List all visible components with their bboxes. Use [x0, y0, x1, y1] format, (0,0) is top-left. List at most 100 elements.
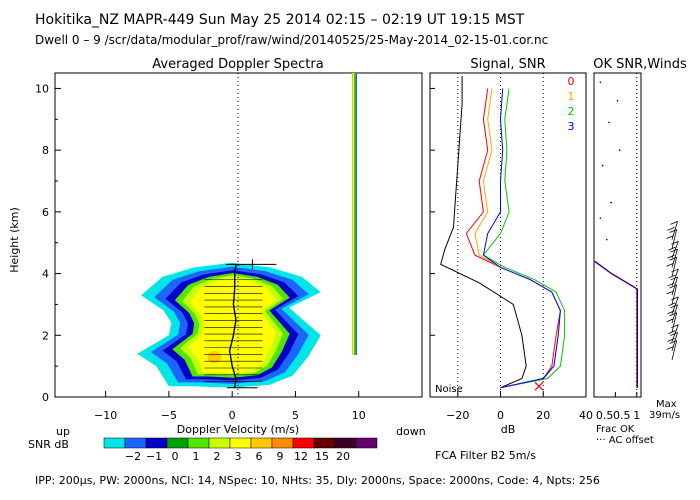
colorbar-swatch: [187, 437, 210, 449]
colorbar-tick-label: 0: [172, 450, 179, 463]
db-tick-label: 0: [497, 409, 504, 422]
colorbar-tick-label: 2: [214, 450, 221, 463]
ok-snr-winds-title: OK SNR,Winds: [593, 57, 687, 72]
colorbar-label: SNR dB: [28, 438, 69, 451]
spectra-panel: 0 2 4 6 8 10 −10 −5 0 5 10: [35, 72, 423, 422]
frac-ok-label: Frac OK: [596, 424, 635, 435]
velocity-tick-label: 5: [292, 409, 299, 422]
snr-series-2: [482, 88, 566, 389]
db-tick-label: −20: [446, 409, 469, 422]
spectra-limit-bar: [352, 73, 357, 355]
height-axis-label: Height (km): [8, 207, 21, 273]
snr-colorbar: −2 −1 0 1 2 3 6 9 12 15 20: [103, 437, 378, 463]
colorbar-swatch: [229, 437, 252, 449]
footer-params: IPP: 200µs, PW: 2000ns, NCI: 14, NSpec: …: [35, 474, 600, 487]
colorbar-swatch: [166, 437, 189, 449]
velocity-tick-label: −5: [161, 409, 177, 422]
ac-offset-label: ··· AC offset: [596, 435, 654, 446]
wind-barb: [666, 284, 678, 305]
frac-tick-label: 0.5: [596, 409, 614, 422]
signal-snr-title: Signal, SNR: [470, 57, 545, 72]
snr-series-Signal: [440, 76, 527, 389]
height-tick-label: 2: [42, 329, 49, 342]
colorbar-swatch: [208, 437, 231, 449]
db-axis-label: dB: [501, 423, 516, 436]
spectra-title: Averaged Doppler Spectra: [152, 57, 323, 72]
colorbar-swatch: [145, 437, 168, 449]
height-tick-label: 0: [42, 391, 49, 404]
colorbar-tick-label: 9: [277, 450, 284, 463]
wind-barb: [666, 256, 678, 277]
colorbar-swatch: [124, 437, 147, 449]
snr-noise-marker: [534, 381, 544, 391]
spectra-contours: [137, 262, 321, 388]
frac-ok-panel: 0.5 0.5 1: [593, 72, 642, 422]
colorbar-swatch: [355, 437, 378, 449]
spectra-limit-bar-yellow: [352, 73, 354, 355]
wind-barb: [667, 332, 678, 351]
frac-axes-frame: [593, 72, 642, 398]
down-label: down: [396, 425, 426, 438]
wind-barb: [667, 248, 678, 268]
wind-barb: [667, 304, 678, 324]
height-tick-label: 10: [35, 82, 49, 95]
colorbar-tick-label: −1: [146, 450, 162, 463]
colorbar-tick-label: 6: [256, 450, 263, 463]
snr-legend-entry: 3: [568, 120, 575, 133]
ac-offset-dot: [618, 149, 621, 151]
height-tick-label: 6: [42, 206, 49, 219]
colorbar-swatch: [103, 437, 126, 449]
frac-ok-winds-line: [594, 260, 639, 388]
ac-offset-dot: [608, 121, 610, 124]
colorbar-swatch: [250, 437, 273, 449]
colorbar-swatch: [292, 437, 315, 449]
db-tick-label: 20: [536, 409, 550, 422]
snr-series-3: [482, 88, 561, 389]
snr-legend-entry: 0: [568, 75, 575, 88]
velocity-tick-label: 10: [352, 409, 366, 422]
colorbar-tick-label: −2: [125, 450, 141, 463]
height-tick-label: 4: [42, 268, 49, 281]
wind-barb: [666, 312, 678, 333]
fca-filter-label: FCA Filter B2 5m/s: [435, 449, 536, 462]
wind-barb: [667, 276, 678, 296]
colorbar-tick-label: 15: [315, 450, 329, 463]
ac-offset-dot: [610, 201, 612, 204]
velocity-axis-label: Doppler Velocity (m/s): [177, 423, 299, 436]
spectra-contour-level-5: [187, 277, 276, 374]
wind-barb: [667, 221, 678, 240]
velocity-tick-label: 0: [229, 409, 236, 422]
signal-snr-panel: −20 0 20 40 0 1 2 3: [429, 72, 593, 422]
colorbar-tick-label: 3: [235, 450, 242, 463]
db-tick-label: 40: [579, 409, 593, 422]
wind-barb: [666, 340, 678, 361]
ac-offset-dot: [599, 217, 602, 219]
colorbar-swatch: [271, 437, 294, 449]
frac-tick-label: 0.5: [613, 409, 631, 422]
ac-offset-dot: [616, 99, 619, 102]
snr-legend-entry: 1: [568, 90, 575, 103]
colorbar-tick-label: 20: [336, 450, 350, 463]
wind-barbs: [666, 221, 679, 361]
snr-legend-entry: 2: [568, 105, 575, 118]
colorbar-tick-label: 1: [193, 450, 200, 463]
colorbar-swatch: [313, 437, 336, 449]
frac-tick-label: 1: [633, 409, 640, 422]
mean-velocity-profile: [228, 264, 237, 388]
ac-offset-dot: [606, 238, 608, 241]
velocity-tick-label: −10: [94, 409, 117, 422]
height-tick-label: 8: [42, 144, 49, 157]
wind-barb: [666, 229, 678, 249]
header-dwell-path: Dwell 0 – 9 /scr/data/modular_prof/raw/w…: [35, 33, 548, 47]
colorbar-swatch: [334, 437, 357, 449]
max-label: Max: [656, 399, 677, 410]
ac-offset-dot: [599, 81, 602, 84]
noise-label: Noise: [435, 384, 463, 395]
snr-axes-frame: [429, 72, 587, 398]
colorbar-tick-label: 12: [294, 450, 308, 463]
up-label: up: [56, 425, 70, 438]
spectra-limit-bar-blue: [355, 73, 357, 355]
spectra-peak-core: [207, 350, 222, 363]
max-speed-label: 39m/s: [649, 410, 680, 421]
